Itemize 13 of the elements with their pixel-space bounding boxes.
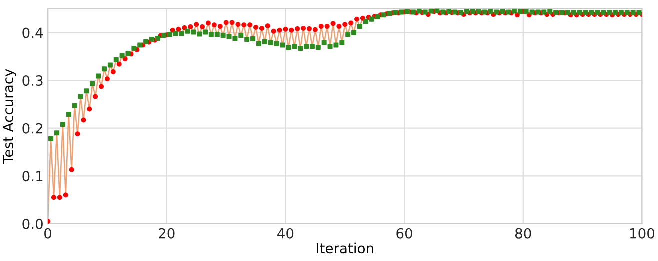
x-tick-label: 100 bbox=[630, 228, 655, 239]
x-tick-label: 60 bbox=[396, 228, 412, 239]
y-tick-label: 0.2 bbox=[22, 123, 42, 134]
x-tick-label: 80 bbox=[515, 228, 532, 239]
x-axis-title: Iteration bbox=[317, 242, 374, 254]
x-tick-label: 40 bbox=[278, 228, 294, 239]
x-tick-label: 20 bbox=[159, 228, 175, 239]
y-tick-label: 0.3 bbox=[22, 76, 43, 86]
x-tick-label: 0 bbox=[44, 228, 52, 239]
y-tick-label: 0.1 bbox=[22, 171, 43, 182]
y-tick-label: 0.0 bbox=[22, 218, 43, 230]
y-tick-label: 0.4 bbox=[22, 28, 44, 38]
y-axis-title: Test Accuracy bbox=[3, 69, 16, 164]
